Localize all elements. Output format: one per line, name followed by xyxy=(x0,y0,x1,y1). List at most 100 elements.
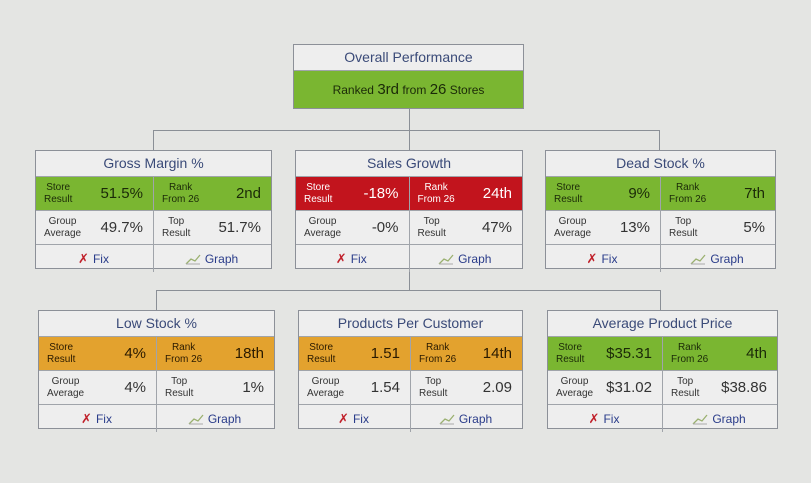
store-result-value: 51.5% xyxy=(100,185,143,202)
fix-label: Fix xyxy=(350,251,367,266)
rank-label: Rank From 26 xyxy=(162,181,200,205)
store-result-value: -18% xyxy=(363,185,399,202)
fix-label: Fix xyxy=(603,411,620,426)
fix-label: Fix xyxy=(352,411,369,426)
group-average-value: 49.7% xyxy=(100,219,143,236)
rank-value: 24th xyxy=(482,185,512,202)
group-average-label: Group Average xyxy=(556,375,594,399)
tools-icon: ✗ xyxy=(586,250,598,266)
graph-label: Graph xyxy=(458,251,492,266)
top-result-label: Top Result xyxy=(669,215,698,239)
text: Stores xyxy=(449,83,485,97)
fix-button[interactable]: ✗ Fix xyxy=(36,245,153,272)
tools-icon: ✗ xyxy=(335,250,347,266)
top-result-value: 1% xyxy=(242,379,264,396)
metric-card-dead-stock: Dead Stock % Store Result 9% Rank From 26 7t… xyxy=(545,150,776,272)
graph-button[interactable]: Graph xyxy=(660,245,775,272)
rank-label: Rank From 26 xyxy=(671,341,709,365)
store-result-value: $35.31 xyxy=(606,345,652,362)
store-result-label: Store Result xyxy=(304,181,333,205)
text: Ranked xyxy=(332,83,374,97)
graph-label: Graph xyxy=(207,411,242,426)
top-result-label: Top Result xyxy=(417,215,446,239)
fix-button[interactable]: ✗ Fix xyxy=(299,405,410,432)
graph-button[interactable]: Graph xyxy=(153,245,271,272)
fix-label: Fix xyxy=(601,251,618,266)
rank-label: Rank From 26 xyxy=(669,181,707,205)
top-result-value: $38.86 xyxy=(721,379,767,396)
top-result-label: Top Result xyxy=(671,375,700,399)
group-average-label: Group Average xyxy=(47,375,85,399)
top-result-value: 5% xyxy=(743,219,765,236)
fix-button[interactable]: ✗ Fix xyxy=(546,245,660,272)
line-chart-icon xyxy=(188,414,204,424)
fix-label: Fix xyxy=(92,251,109,266)
rank-value: 3rd xyxy=(377,81,399,98)
store-result-label: Store Result xyxy=(554,181,583,205)
overall-rank: Ranked 3rd from 26 Stores xyxy=(294,71,523,108)
graph-button[interactable]: Graph xyxy=(408,245,523,272)
rank-value: 4th xyxy=(746,345,767,362)
graph-label: Graph xyxy=(712,411,746,426)
connector xyxy=(156,290,661,291)
store-count: 26 xyxy=(429,81,447,98)
top-result-label: Top Result xyxy=(419,375,448,399)
graph-button[interactable]: Graph xyxy=(156,405,274,432)
store-result-label: Store Result xyxy=(44,181,73,205)
card-title: Gross Margin % xyxy=(36,151,271,177)
line-chart-icon xyxy=(185,254,201,264)
rank-value: 2nd xyxy=(235,185,261,202)
top-result-value: 47% xyxy=(481,219,512,236)
rank-label: Rank From 26 xyxy=(419,341,457,365)
graph-button[interactable]: Graph xyxy=(662,405,777,432)
line-chart-icon xyxy=(690,254,706,264)
metric-card-products-per-customer: Products Per Customer Store Result 1.51 Ra… xyxy=(298,310,523,432)
metric-card-low-stock: Low Stock % Store Result 4% Rank From 26 18t… xyxy=(38,310,275,432)
fix-label: Fix xyxy=(95,411,112,426)
top-result-label: Top Result xyxy=(162,215,191,239)
card-title: Products Per Customer xyxy=(299,311,522,337)
text: from xyxy=(402,83,427,97)
line-chart-icon xyxy=(692,414,708,424)
card-title: Dead Stock % xyxy=(546,151,775,177)
connector xyxy=(659,130,660,150)
group-average-value: 1.54 xyxy=(370,379,400,396)
store-result-label: Store Result xyxy=(556,341,585,365)
graph-label: Graph xyxy=(458,411,493,426)
top-result-label: Top Result xyxy=(165,375,194,399)
card-title: Sales Growth xyxy=(296,151,522,177)
card-title: Average Product Price xyxy=(548,311,777,337)
fix-button[interactable]: ✗ Fix xyxy=(296,245,409,272)
tools-icon: ✗ xyxy=(78,250,89,266)
rank-label: Rank From 26 xyxy=(417,181,455,205)
rank-value: 7th xyxy=(744,185,765,202)
group-average-label: Group Average xyxy=(307,375,345,399)
connector xyxy=(660,290,661,310)
tools-icon: ✗ xyxy=(338,410,349,426)
tools-icon: ✗ xyxy=(588,410,600,426)
line-chart-icon xyxy=(439,414,455,424)
group-average-label: Group Average xyxy=(554,215,592,239)
connector xyxy=(153,130,154,150)
group-average-label: Group Average xyxy=(304,215,342,239)
top-result-value: 51.7% xyxy=(218,219,261,236)
fix-button[interactable]: ✗ Fix xyxy=(39,405,156,432)
graph-label: Graph xyxy=(204,251,239,266)
connector xyxy=(156,290,157,310)
metric-card-gross-margin: Gross Margin % Store Result 51.5% Rank From… xyxy=(35,150,272,272)
group-average-value: 13% xyxy=(619,219,650,236)
group-average-value: $31.02 xyxy=(606,379,652,396)
connector xyxy=(153,130,660,131)
graph-button[interactable]: Graph xyxy=(410,405,522,432)
store-result-label: Store Result xyxy=(307,341,336,365)
overall-performance-card: Overall Performance Ranked 3rd from 26 S… xyxy=(293,44,524,109)
rank-value: 14th xyxy=(482,345,512,362)
store-result-value: 4% xyxy=(124,345,146,362)
card-title: Low Stock % xyxy=(39,311,274,337)
card-title: Overall Performance xyxy=(294,45,523,71)
fix-button[interactable]: ✗ Fix xyxy=(548,405,662,432)
top-result-value: 2.09 xyxy=(482,379,512,396)
line-chart-icon xyxy=(438,254,454,264)
graph-label: Graph xyxy=(710,251,744,266)
rank-label: Rank From 26 xyxy=(165,341,203,365)
